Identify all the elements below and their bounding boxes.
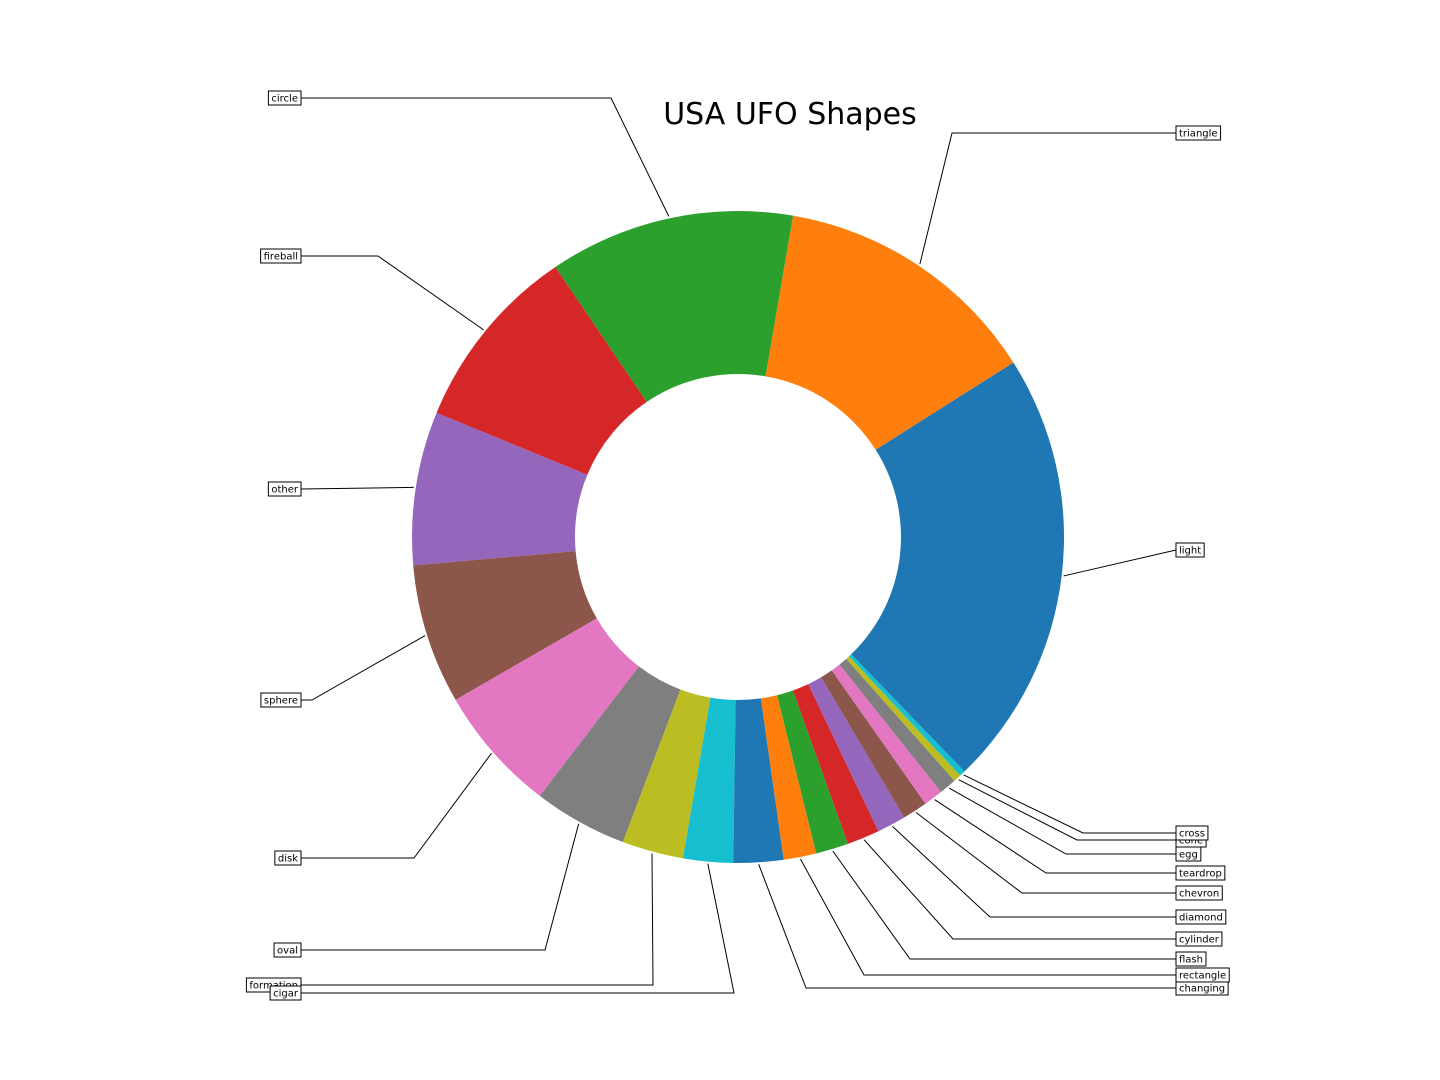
slice-circle [555,210,794,402]
slice-label-sphere: sphere [260,692,302,708]
slice-label-text-sphere: sphere [264,696,298,707]
slice-label-triangle: triangle [1175,125,1222,141]
slice-label-text-triangle: triangle [1179,129,1218,140]
slice-label-cross: cross [1175,825,1209,841]
leader-line-oval [301,823,580,951]
slice-label-box-rectangle [1175,967,1230,983]
slice-label-diamond: diamond [1175,909,1227,925]
slice-label-text-cross: cross [1179,829,1205,840]
leader-line-cylinder [863,839,1176,940]
slice-other [412,412,588,566]
slice-label-box-teardrop [1175,865,1226,881]
leader-line-light [1063,549,1177,577]
leader-line-cigar [301,863,735,994]
slice-label-text-rectangle: rectangle [1179,971,1226,982]
slice-label-text-oval: oval [277,946,298,957]
leader-line-triangle [919,132,1176,265]
slice-egg [839,658,955,793]
slice-diamond [808,677,905,832]
slice-label-teardrop: teardrop [1175,865,1226,881]
slice-label-text-cigar: cigar [273,989,299,1000]
slice-label-box-chevron [1175,885,1223,901]
slice-label-box-oval [273,942,302,958]
slice-label-box-fireball [260,248,302,264]
leader-line-egg [948,787,1176,855]
leader-line-disk [301,753,492,859]
slices-layer [412,210,1064,863]
slice-label-rectangle: rectangle [1175,967,1230,983]
slice-sphere [413,551,597,700]
slice-chevron [821,670,926,818]
slice-cone [846,656,961,781]
slice-label-disk: disk [274,850,302,866]
slice-label-text-fireball: fireball [264,252,298,263]
slice-cylinder [792,684,879,844]
slice-label-text-circle: circle [271,94,298,105]
leader-line-rectangle [800,858,1176,976]
slice-label-text-cone: cone [1179,836,1203,847]
leader-line-changing [758,864,1176,989]
slice-label-box-cigar [269,985,302,1001]
slice-triangle [765,215,1014,450]
slice-label-text-disk: disk [278,854,298,865]
slice-rectangle [760,695,817,860]
slice-label-text-light: light [1179,546,1201,557]
slice-label-text-teardrop: teardrop [1179,869,1222,880]
leader-line-teardrop [934,799,1176,874]
slice-disk [455,618,639,796]
slice-label-text-flash: flash [1179,955,1203,966]
slice-label-flash: flash [1175,951,1207,967]
leader-line-diamond [892,826,1176,918]
slice-label-box-circle [267,90,302,106]
slice-label-text-cylinder: cylinder [1179,935,1220,946]
slice-label-box-disk [274,850,302,866]
slice-cigar [682,697,736,863]
slice-label-box-light [1175,542,1205,558]
slice-label-text-chevron: chevron [1179,889,1219,900]
chart-title: USA UFO Shapes [663,97,917,132]
slice-label-fireball: fireball [260,248,302,264]
leader-line-chevron [915,812,1176,894]
labels-layer: light triangle circle fireball other sphere di… [245,90,1230,1001]
slice-formation [622,689,711,859]
slice-label-box-sphere [260,692,302,708]
leader-line-cross [963,774,1176,834]
leader-lines-layer [300,97,1177,994]
slice-label-cigar: cigar [269,985,302,1001]
slice-cross [849,654,965,776]
slice-label-egg: egg [1175,846,1202,862]
slice-label-box-cross [1175,825,1209,841]
slice-label-text-egg: egg [1179,850,1198,861]
slice-label-chevron: chevron [1175,885,1223,901]
leader-line-sphere [301,635,426,701]
slice-label-circle: circle [267,90,302,106]
slice-fireball [436,266,647,475]
leader-line-formation [301,853,654,986]
slice-light [851,362,1064,772]
leader-line-fireball [301,255,484,331]
slice-label-changing: changing [1175,980,1229,996]
leader-line-circle [301,97,670,217]
slice-flash [777,690,848,854]
slice-label-text-changing: changing [1179,984,1225,995]
slice-label-box-triangle [1175,125,1222,141]
slice-label-text-diamond: diamond [1179,913,1223,924]
slice-label-box-flash [1175,951,1207,967]
slice-label-box-other [267,481,302,497]
slice-label-box-cylinder [1175,931,1223,947]
leader-line-other [300,486,414,490]
leader-line-cone [958,779,1176,841]
slice-label-other: other [267,481,302,497]
slice-changing [733,698,784,863]
slice-label-box-diamond [1175,909,1227,925]
slice-label-text-other: other [271,485,299,496]
slice-label-light: light [1175,542,1205,558]
leader-line-flash [832,850,1176,960]
slice-label-oval: oval [273,942,302,958]
slice-teardrop [831,664,942,804]
slice-label-cylinder: cylinder [1175,931,1223,947]
slice-oval [539,666,681,843]
